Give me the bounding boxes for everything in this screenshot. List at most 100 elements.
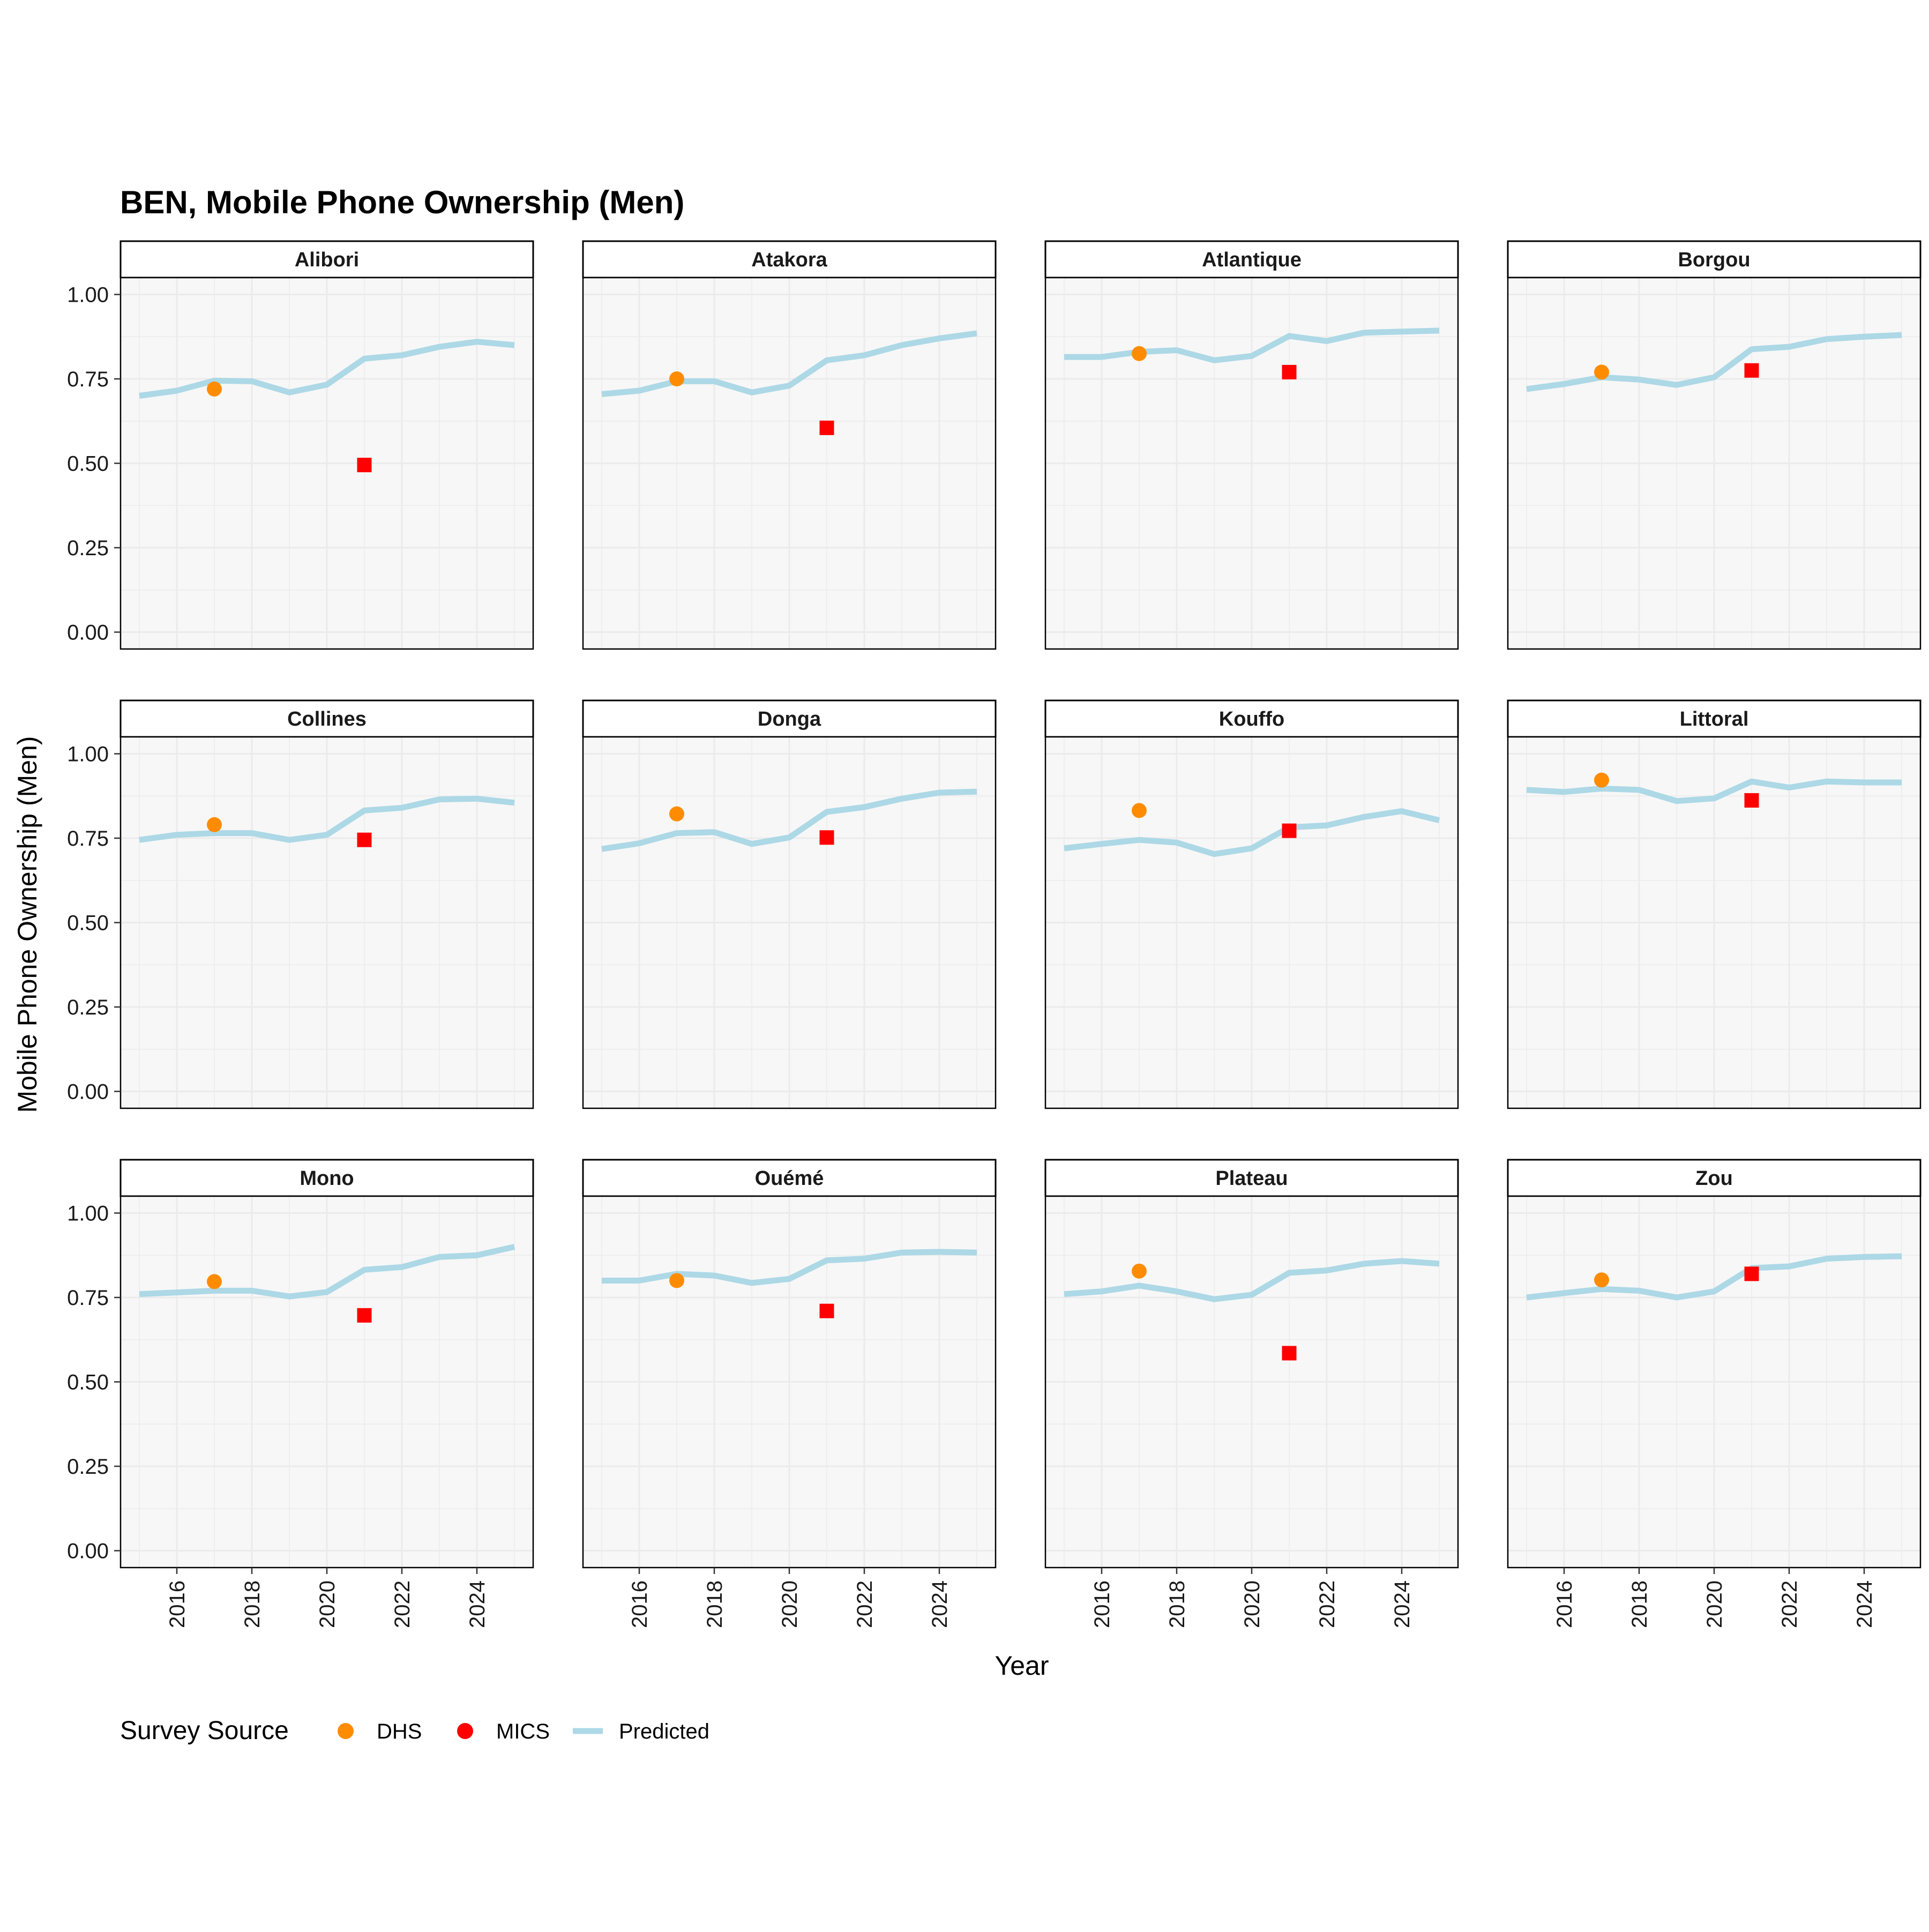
predicted-line-donga <box>601 788 977 852</box>
dhs-point-collines <box>207 817 222 832</box>
strip-borgou <box>1507 240 1921 279</box>
legend-title: Survey Source <box>120 1717 289 1745</box>
mics-point-mono <box>357 1308 372 1323</box>
strip-label-zou: Zou <box>1695 1167 1733 1190</box>
predicted-line-borgou <box>1526 332 1902 392</box>
dhs-point-littoral <box>1594 772 1609 788</box>
strip-zou <box>1507 1159 1921 1197</box>
strip-label-collines: Collines <box>287 708 367 730</box>
strip-alibori <box>119 240 534 279</box>
y-tick-label: 0.75 <box>67 827 109 851</box>
dhs-point-zou <box>1594 1272 1609 1288</box>
legend-label-predicted: Predicted <box>619 1720 709 1743</box>
y-tick-label: 0.50 <box>67 452 109 476</box>
x-tick-label: 2018 <box>703 1580 727 1628</box>
predicted-line-atakora <box>601 330 977 397</box>
predicted-line-kouffo <box>1064 808 1440 857</box>
mics-point-borgou <box>1744 363 1759 378</box>
y-tick-label: 0.00 <box>67 1540 109 1563</box>
mics-point-donga <box>819 830 834 845</box>
strip-label-atakora: Atakora <box>751 249 827 271</box>
x-tick-label: 2024 <box>928 1580 952 1628</box>
strip-label-borgou: Borgou <box>1678 249 1750 271</box>
strip-littoral <box>1507 699 1921 738</box>
mics-point-plateau <box>1282 1346 1297 1361</box>
legend-label-mics: MICS <box>496 1720 550 1743</box>
chart-title: BEN, Mobile Phone Ownership (Men) <box>120 184 684 220</box>
strip-oueme <box>582 1159 997 1197</box>
x-tick-label: 2020 <box>778 1580 802 1628</box>
strip-donga <box>582 699 997 738</box>
y-tick-label: 1.00 <box>67 284 109 307</box>
x-tick-label: 2016 <box>1090 1580 1114 1628</box>
y-tick-label: 0.25 <box>67 1455 109 1479</box>
mics-point-collines <box>357 832 372 847</box>
x-tick-label: 2022 <box>1778 1580 1801 1628</box>
y-tick-label: 0.00 <box>67 1080 109 1104</box>
legend-label-dhs: DHS <box>377 1720 422 1743</box>
x-tick-label: 2024 <box>1390 1580 1414 1628</box>
x-tick-label: 2020 <box>1240 1580 1264 1628</box>
predicted-line-mono <box>139 1244 515 1300</box>
predicted-line-plateau <box>1064 1258 1440 1302</box>
strip-plateau <box>1044 1159 1459 1197</box>
predicted-line-littoral <box>1526 778 1902 804</box>
strip-collines <box>119 699 534 738</box>
panel-border-atlantique <box>1044 277 1459 650</box>
y-tick-label: 0.00 <box>67 621 109 645</box>
dhs-point-atakora <box>669 371 684 386</box>
y-axis-title: Mobile Phone Ownership (Men) <box>12 736 42 1113</box>
predicted-line-oueme <box>602 1249 977 1286</box>
mics-point-atlantique <box>1282 364 1297 379</box>
strip-kouffo <box>1044 699 1459 738</box>
x-tick-label: 2022 <box>391 1580 414 1628</box>
strip-mono <box>119 1159 534 1197</box>
dhs-point-kouffo <box>1132 803 1147 818</box>
mics-point-atakora <box>819 420 834 435</box>
y-tick-label: 0.50 <box>67 1371 109 1394</box>
strip-label-plateau: Plateau <box>1215 1167 1288 1190</box>
dhs-point-atlantique <box>1132 346 1147 361</box>
dhs-point-oueme <box>669 1273 684 1288</box>
y-tick-label: 0.25 <box>67 536 109 560</box>
x-tick-label: 2016 <box>1553 1580 1576 1628</box>
mics-point-alibori <box>357 458 372 473</box>
legend: Survey Source DHS MICS Predicted <box>120 1717 709 1745</box>
x-tick-label: 2018 <box>1165 1580 1189 1628</box>
strip-label-mono: Mono <box>300 1167 354 1190</box>
strip-label-kouffo: Kouffo <box>1219 708 1284 730</box>
x-tick-label: 2018 <box>241 1580 264 1628</box>
mics-point-zou <box>1744 1266 1759 1281</box>
strip-label-alibori: Alibori <box>295 249 359 271</box>
strip-atlantique <box>1044 240 1459 279</box>
x-tick-label: 2022 <box>1315 1580 1339 1628</box>
y-tick-label: 1.00 <box>67 743 109 766</box>
panel-border-littoral <box>1507 736 1921 1109</box>
x-tick-label: 2016 <box>166 1580 189 1628</box>
panel-border-borgou <box>1507 277 1921 650</box>
strip-label-donga: Donga <box>758 708 821 730</box>
y-tick-label: 1.00 <box>67 1202 109 1226</box>
facet-panels: Alibori 0.00 0.25 0.50 0.75 1.00 Atakora Atlant… <box>67 240 1921 1628</box>
predicted-line-collines <box>139 795 515 843</box>
panel-border-donga <box>582 736 997 1109</box>
panel-border-kouffo <box>1044 736 1459 1109</box>
x-tick-label: 2024 <box>466 1580 489 1628</box>
dhs-point-mono <box>207 1274 222 1289</box>
legend-key-mics <box>457 1723 473 1739</box>
dhs-point-borgou <box>1594 364 1609 380</box>
x-tick-label: 2018 <box>1628 1580 1651 1628</box>
x-axis-title: Year <box>995 1651 1049 1681</box>
strip-label-atlantique: Atlantique <box>1202 249 1302 271</box>
dhs-point-plateau <box>1132 1263 1147 1279</box>
predicted-line-zou <box>1526 1253 1902 1301</box>
mics-point-littoral <box>1744 793 1759 808</box>
predicted-line-atlantique <box>1064 327 1440 363</box>
dhs-point-donga <box>669 806 684 822</box>
strip-label-littoral: Littoral <box>1680 708 1749 730</box>
y-tick-label: 0.75 <box>67 368 109 391</box>
legend-key-dhs <box>338 1723 354 1739</box>
x-tick-label: 2020 <box>1703 1580 1726 1628</box>
x-tick-label: 2016 <box>628 1580 652 1628</box>
